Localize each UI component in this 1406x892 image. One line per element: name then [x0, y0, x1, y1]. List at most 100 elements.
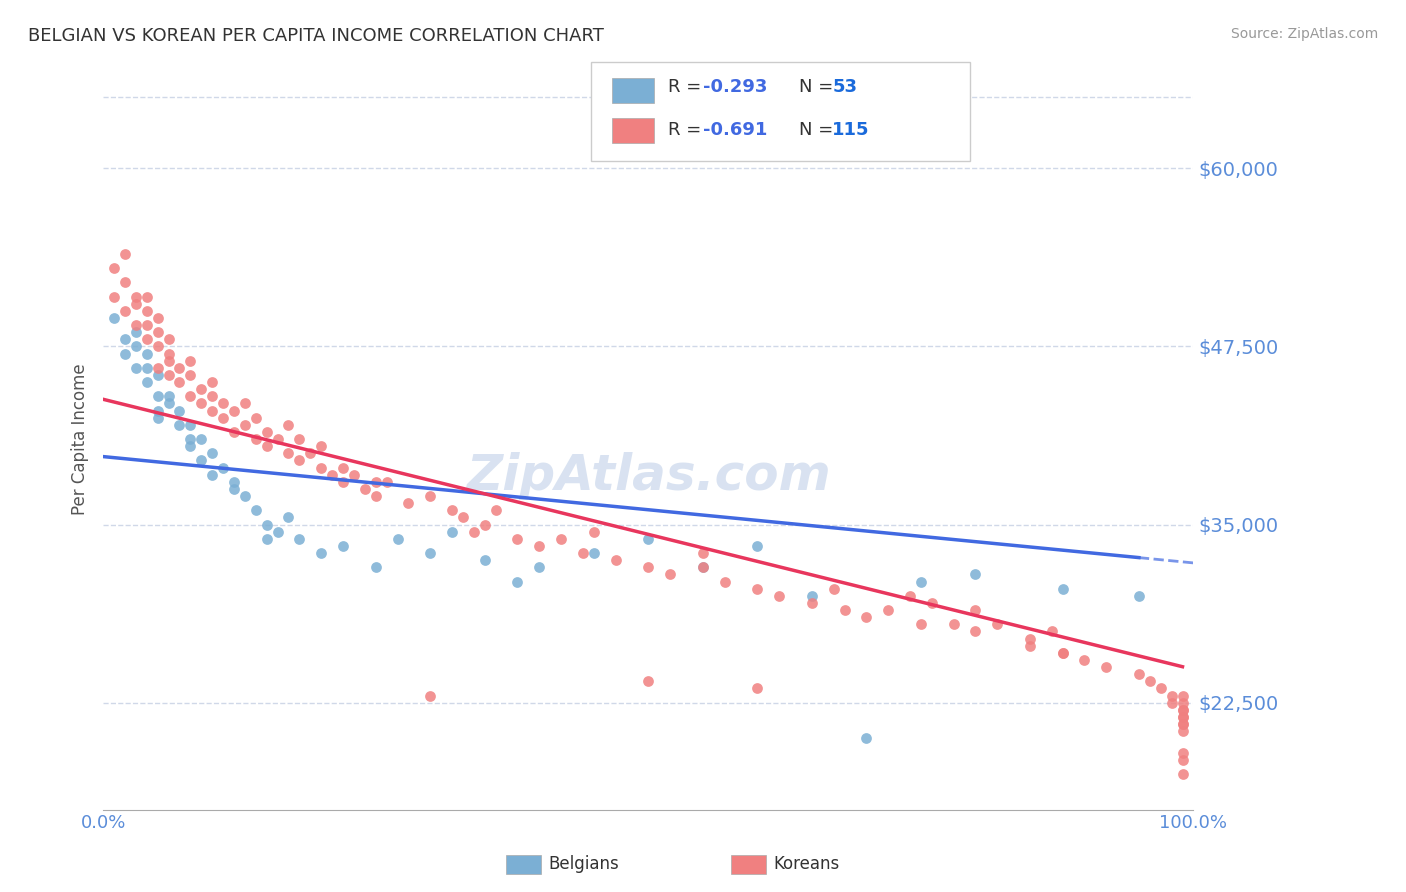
Point — [986, 617, 1008, 632]
Point — [485, 503, 508, 517]
Point — [233, 396, 256, 410]
Point — [114, 303, 136, 318]
Point — [572, 546, 595, 560]
Point — [135, 332, 157, 346]
Point — [332, 460, 354, 475]
Point — [190, 382, 212, 396]
Point — [288, 432, 311, 446]
Point — [506, 532, 529, 546]
Point — [364, 489, 387, 503]
Point — [266, 524, 288, 539]
Point — [1018, 632, 1040, 646]
Point — [1128, 589, 1150, 603]
Point — [1171, 746, 1194, 760]
Point — [179, 432, 201, 446]
Point — [550, 532, 572, 546]
Point — [222, 403, 245, 417]
Point — [1171, 767, 1194, 781]
Point — [910, 574, 932, 589]
Point — [157, 332, 180, 346]
Point — [245, 432, 267, 446]
Point — [157, 396, 180, 410]
Point — [823, 582, 845, 596]
Point — [114, 346, 136, 360]
Point — [1171, 717, 1194, 731]
Point — [135, 318, 157, 332]
Point — [332, 539, 354, 553]
Point — [855, 731, 877, 746]
Text: 53: 53 — [832, 78, 858, 96]
Point — [277, 446, 299, 460]
Point — [146, 368, 169, 382]
Point — [256, 532, 278, 546]
Point — [157, 353, 180, 368]
Point — [277, 510, 299, 524]
Point — [1052, 646, 1074, 660]
Text: -0.293: -0.293 — [703, 78, 768, 96]
Point — [212, 460, 235, 475]
Point — [1171, 703, 1194, 717]
Point — [103, 289, 125, 303]
Point — [309, 546, 332, 560]
Point — [179, 368, 201, 382]
Point — [1171, 724, 1194, 739]
Point — [332, 475, 354, 489]
Point — [419, 489, 441, 503]
Point — [125, 296, 148, 310]
Point — [146, 410, 169, 425]
Point — [309, 460, 332, 475]
Point — [169, 360, 191, 375]
Point — [396, 496, 419, 510]
Point — [1052, 646, 1074, 660]
Point — [135, 375, 157, 389]
Point — [1128, 667, 1150, 681]
Point — [582, 524, 605, 539]
Point — [747, 539, 769, 553]
Point — [190, 432, 212, 446]
Point — [1171, 689, 1194, 703]
Point — [157, 346, 180, 360]
Text: 115: 115 — [832, 121, 870, 139]
Point — [659, 567, 682, 582]
Point — [114, 247, 136, 261]
Text: Belgians: Belgians — [548, 855, 619, 873]
Point — [146, 360, 169, 375]
Point — [125, 325, 148, 339]
Point — [321, 467, 343, 482]
Point — [419, 546, 441, 560]
Text: N =: N = — [799, 78, 838, 96]
Point — [309, 439, 332, 453]
Point — [440, 503, 463, 517]
Point — [299, 446, 322, 460]
Point — [233, 489, 256, 503]
Text: Koreans: Koreans — [773, 855, 839, 873]
Point — [1171, 753, 1194, 767]
Point — [692, 560, 714, 574]
Point — [800, 596, 823, 610]
Point — [125, 289, 148, 303]
Point — [419, 689, 441, 703]
Point — [506, 574, 529, 589]
Point — [965, 624, 987, 639]
Point — [747, 681, 769, 696]
Point — [114, 332, 136, 346]
Point — [474, 553, 496, 567]
Point — [146, 403, 169, 417]
Point — [1018, 639, 1040, 653]
Point — [169, 417, 191, 432]
Point — [103, 260, 125, 275]
Point — [1171, 696, 1194, 710]
Point — [387, 532, 409, 546]
Point — [157, 389, 180, 403]
Point — [1139, 674, 1161, 689]
Point — [288, 532, 311, 546]
Point — [898, 589, 921, 603]
Text: Source: ZipAtlas.com: Source: ZipAtlas.com — [1230, 27, 1378, 41]
Point — [157, 368, 180, 382]
Point — [692, 546, 714, 560]
Point — [169, 403, 191, 417]
Point — [800, 589, 823, 603]
Point — [582, 546, 605, 560]
Point — [146, 389, 169, 403]
Point — [1095, 660, 1118, 674]
